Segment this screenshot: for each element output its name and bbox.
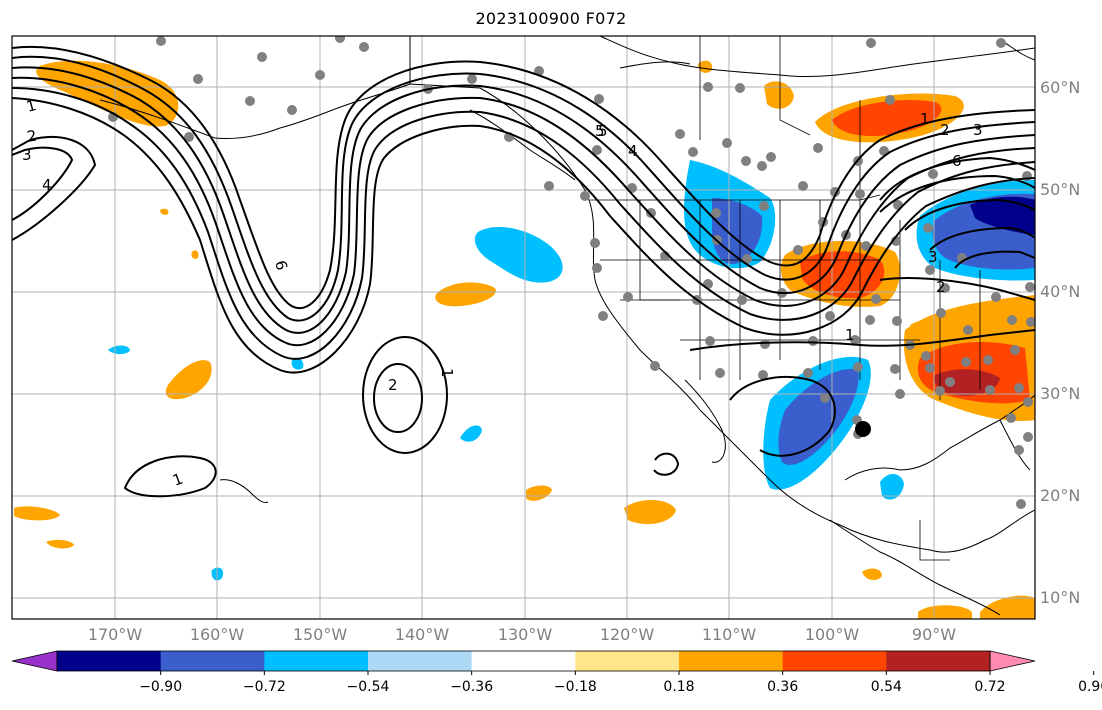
contour-lines: [12, 45, 1035, 498]
lon-label-110w: 110°W: [702, 625, 757, 644]
colorbar-segment: [264, 651, 369, 671]
lat-label-30n: 30°N: [1040, 384, 1080, 403]
colorbar-tick-label: 0.90: [1078, 679, 1102, 695]
shade-navy-northeast: [970, 196, 1035, 235]
shade-orange-pacific-tiny-2: [191, 250, 199, 259]
plot-title: 2023100900 F072: [475, 9, 627, 28]
colorbar-ticks: −0.90 −0.72 −0.54 −0.36 −0.18 0.18 0.36 0.54 0.7…: [139, 671, 1102, 695]
contour-label: 5: [595, 122, 605, 140]
lat-label-60n: 60°N: [1040, 78, 1080, 97]
contour-label: 1: [845, 326, 855, 344]
contour-labels: 1 2 3 4 5 6 5 4 3 2 1 6 2 1 1 3 2 1: [22, 96, 983, 490]
contour-label: 4: [628, 142, 638, 160]
shade-blue-texas: [778, 368, 859, 466]
shade-orange-pacific-3: [14, 506, 60, 521]
latitude-labels: 60°N 50°N 40°N 30°N 20°N 10°N: [1040, 78, 1080, 607]
colorbar-tick-label: −0.90: [139, 679, 182, 695]
shade-lightblue-pacific-small-2: [291, 358, 304, 370]
colorbar-tick-label: −0.36: [450, 679, 493, 695]
shade-orange-pacific-5: [526, 485, 552, 501]
colorbar-segments: [11, 650, 1036, 672]
shade-orange-east-small: [910, 319, 948, 332]
colorbar-extend-low: [11, 650, 58, 672]
contour-label: 1: [438, 368, 456, 378]
colorbar-segment: [471, 651, 576, 671]
lat-label-40n: 40°N: [1040, 282, 1080, 301]
contour-label: 3: [928, 248, 938, 266]
colorbar-segment: [782, 651, 887, 671]
lon-label-90w: 90°W: [912, 625, 956, 644]
shade-orange-canada: [764, 81, 794, 109]
colorbar-segment: [368, 651, 473, 671]
station-markers: [108, 36, 1035, 509]
colorbar-tick-label: 0.36: [767, 679, 798, 695]
contour-label: 2: [388, 376, 398, 394]
shade-orange-pacific-1: [435, 282, 496, 307]
shade-darkred-southeast: [934, 369, 1000, 396]
contour-label: 6: [271, 258, 291, 272]
colorbar-segment: [57, 651, 162, 671]
lon-label-100w: 100°W: [805, 625, 860, 644]
shade-lightblue-gulf: [880, 473, 904, 500]
contour-label: 1: [24, 96, 38, 116]
contour-label: 1: [920, 110, 930, 128]
colorbar-segment: [886, 651, 991, 671]
contour-label: 2: [936, 278, 946, 296]
contour-label: 4: [42, 176, 52, 194]
graticule: [12, 36, 1035, 619]
shade-lightblue-pacific: [474, 227, 563, 283]
contour-label: 5: [598, 122, 608, 140]
lon-label-170w: 170°W: [88, 625, 143, 644]
colorbar-extend-high: [989, 650, 1036, 672]
shade-orange-caribbean: [862, 568, 882, 581]
shade-orange-bottom-right: [918, 605, 972, 619]
colorbar-tick-label: 0.18: [663, 679, 694, 695]
colorbar-tick-label: 0.54: [871, 679, 902, 695]
contour-label: 6: [952, 152, 962, 170]
shade-orange-canada-small: [698, 60, 713, 73]
contour-label: 2: [940, 121, 950, 139]
colorbar-outline: [56, 650, 991, 672]
shade-orange-pacific-tiny: [160, 208, 169, 215]
shade-lightblue-pacific-small: [108, 345, 130, 355]
lat-label-50n: 50°N: [1040, 180, 1080, 199]
lon-label-120w: 120°W: [600, 625, 655, 644]
contour-label: 3: [22, 146, 32, 164]
lon-label-140w: 140°W: [395, 625, 450, 644]
shade-orange-pacific-4: [46, 539, 74, 549]
shade-orange-pacific-2: [165, 360, 212, 400]
colorbar-tick-label: 0.72: [974, 679, 1005, 695]
colorbar-segment: [679, 651, 784, 671]
highlight-station-marker: [855, 421, 871, 437]
contour-label: 3: [973, 121, 983, 139]
lon-label-130w: 130°W: [498, 625, 553, 644]
longitude-labels: 170°W 160°W 150°W 140°W 130°W 120°W 110°…: [88, 625, 956, 644]
map-frame: [11, 35, 1036, 620]
political-boundaries: [590, 36, 981, 561]
colorbar-segment: [575, 651, 680, 671]
shade-orange-bottom-right-2: [980, 595, 1035, 619]
shade-lightblue-pacific-small-3: [460, 425, 482, 442]
lat-label-20n: 20°N: [1040, 486, 1080, 505]
lon-label-150w: 150°W: [293, 625, 348, 644]
colorbar-tick-label: −0.72: [243, 679, 286, 695]
colorbar-tick-label: −0.18: [554, 679, 597, 695]
colorbar-tick-label: −0.54: [347, 679, 390, 695]
contour-label: 2: [26, 127, 39, 146]
colorbar-segment: [160, 651, 265, 671]
shade-orange-pacific-6: [624, 499, 676, 525]
lon-label-160w: 160°W: [190, 625, 245, 644]
colorbar: −0.90 −0.72 −0.54 −0.36 −0.18 0.18 0.36 0.54 0.7…: [11, 650, 1102, 695]
lat-label-10n: 10°N: [1040, 588, 1080, 607]
